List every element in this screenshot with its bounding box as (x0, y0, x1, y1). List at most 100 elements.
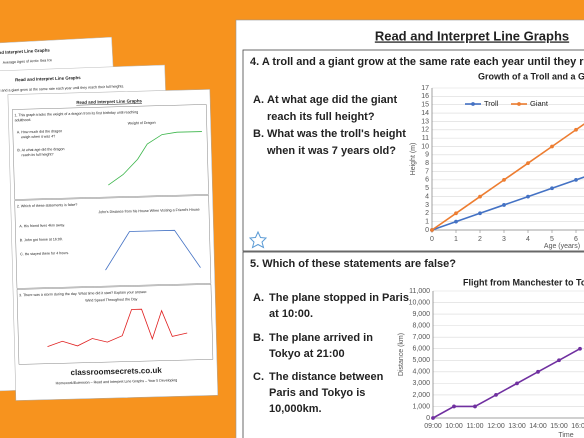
y-tick-label: 9 (425, 152, 429, 159)
x-tick-label: 3 (502, 236, 506, 243)
q1: adulthood. (15, 118, 32, 122)
point (515, 381, 519, 386)
y-tick-label: 5 (425, 185, 429, 192)
x-tick-label: 15:00 (550, 423, 568, 430)
series-line (431, 123, 584, 231)
legend-label: Giant (530, 99, 549, 108)
sub-question: The plane arrived in (269, 332, 373, 344)
y-tick-label: 6,000 (412, 346, 430, 353)
x-axis-label: Time (558, 432, 573, 438)
point (578, 346, 582, 351)
point (550, 144, 554, 149)
point (473, 404, 477, 409)
point (452, 404, 456, 409)
y-tick-label: 1,000 (412, 403, 430, 410)
q1: 1. This graph tracks the weight of a dra… (14, 110, 138, 117)
y-tick-label: 15 (421, 102, 429, 109)
sub-question: C. (253, 371, 264, 383)
y-tick-label: 0 (425, 227, 429, 234)
x-tick-label: 12:00 (487, 423, 505, 430)
q2b: B. John got home at 16:00. (20, 237, 63, 242)
y-tick-label: 3 (425, 202, 429, 209)
sheet (235, 19, 584, 438)
y-tick-label: 2 (425, 210, 429, 217)
chart-title: Wind Speed Throughout the Day (85, 297, 138, 302)
y-tick-label: 0 (426, 415, 430, 422)
front-sheet: Read and Interpret Line Graphs 1. This g… (7, 89, 219, 401)
sub-question: A. (253, 94, 264, 106)
x-tick-label: 16:00 (571, 423, 584, 430)
sheet-title: Read and Interpret Line Graphs (76, 98, 142, 105)
y-tick-label: 7 (425, 168, 429, 175)
point (526, 194, 530, 199)
sub-question: Paris and Tokyo is (269, 387, 365, 399)
sub-question: reach its full height? (267, 111, 375, 123)
y-tick-label: 8 (425, 160, 429, 167)
x-tick-label: 09:00 (424, 423, 442, 430)
sub-question: B. (253, 332, 264, 344)
point (454, 219, 458, 224)
x-axis-label: Age (years) (544, 243, 580, 250)
y-tick-label: 6 (425, 177, 429, 184)
legend-swatch (517, 102, 521, 106)
x-tick-label: 14:00 (529, 423, 547, 430)
point (536, 369, 540, 374)
sub-question: The distance between (269, 371, 384, 383)
box (14, 195, 212, 289)
sketch-line (108, 131, 202, 186)
point (478, 194, 482, 199)
sheet-subtitle: Average Ages of Arctic Sea Ice (3, 58, 52, 65)
sub-question: At what age did the giant (267, 94, 398, 106)
sub-question: The plane stopped in Paris (269, 292, 409, 304)
point (431, 416, 435, 420)
point (526, 161, 530, 166)
sub-question: A. (253, 292, 264, 304)
sub-question: when it was 7 years old? (266, 145, 396, 157)
question: 5. Which of these statements are false? (250, 258, 456, 270)
x-tick-label: 0 (430, 236, 434, 243)
question-box (242, 251, 584, 438)
legend-label: Troll (484, 99, 499, 108)
sheet-title: Read and Interpret Line Graphs (15, 75, 81, 82)
q2: 2. Which of these statements is false? (17, 203, 78, 209)
point (478, 211, 482, 216)
sub-question: What was the troll's height (267, 128, 406, 140)
x-tick-label: 11:00 (467, 423, 484, 430)
y-tick-label: 2,000 (412, 392, 430, 399)
point (550, 186, 554, 191)
y-tick-label: 7,000 (412, 334, 430, 341)
y-tick-label: 16 (421, 93, 429, 100)
q1a: weigh when it was 4? (21, 134, 55, 139)
site: classroomsecrets.co.uk (70, 366, 162, 377)
question: 4. A troll and a giant grow at the same … (250, 56, 584, 68)
point (574, 177, 578, 182)
y-tick-label: 3,000 (412, 380, 430, 387)
y-tick-label: 1 (425, 218, 429, 225)
box (16, 284, 214, 365)
x-tick-label: 5 (550, 236, 554, 243)
star-icon (248, 230, 268, 249)
chart-title: John's Distance from his House When Visi… (98, 208, 199, 215)
y-tick-label: 13 (421, 118, 429, 125)
sheet (7, 89, 219, 401)
q1b: B. At what age did the dragon (17, 147, 64, 152)
sheet-line: A troll and a giant grow at the same rat… (0, 84, 124, 93)
point (494, 393, 498, 397)
y-tick-label: 8,000 (412, 322, 430, 329)
point (502, 177, 506, 182)
sub-question: B. (253, 128, 264, 140)
sheet-title: Read and Interpret Line Graphs (375, 28, 569, 43)
sub-question: 10,000km. (269, 403, 322, 415)
x-tick-label: 4 (526, 236, 530, 243)
q1a: A. How much did the dragon (17, 129, 62, 134)
y-tick-label: 14 (421, 110, 429, 117)
x-tick-label: 6 (574, 236, 578, 243)
sub-question: Tokyo at 21:00 (269, 348, 345, 360)
x-tick-label: 1 (454, 236, 458, 243)
series-line (432, 348, 581, 419)
y-tick-label: 4,000 (412, 369, 430, 376)
line-chart: Growth of a Troll and a Giant01234567891… (410, 71, 584, 250)
sketch-line (47, 308, 188, 348)
x-tick-label: 10:00 (445, 423, 463, 430)
box (12, 104, 209, 200)
